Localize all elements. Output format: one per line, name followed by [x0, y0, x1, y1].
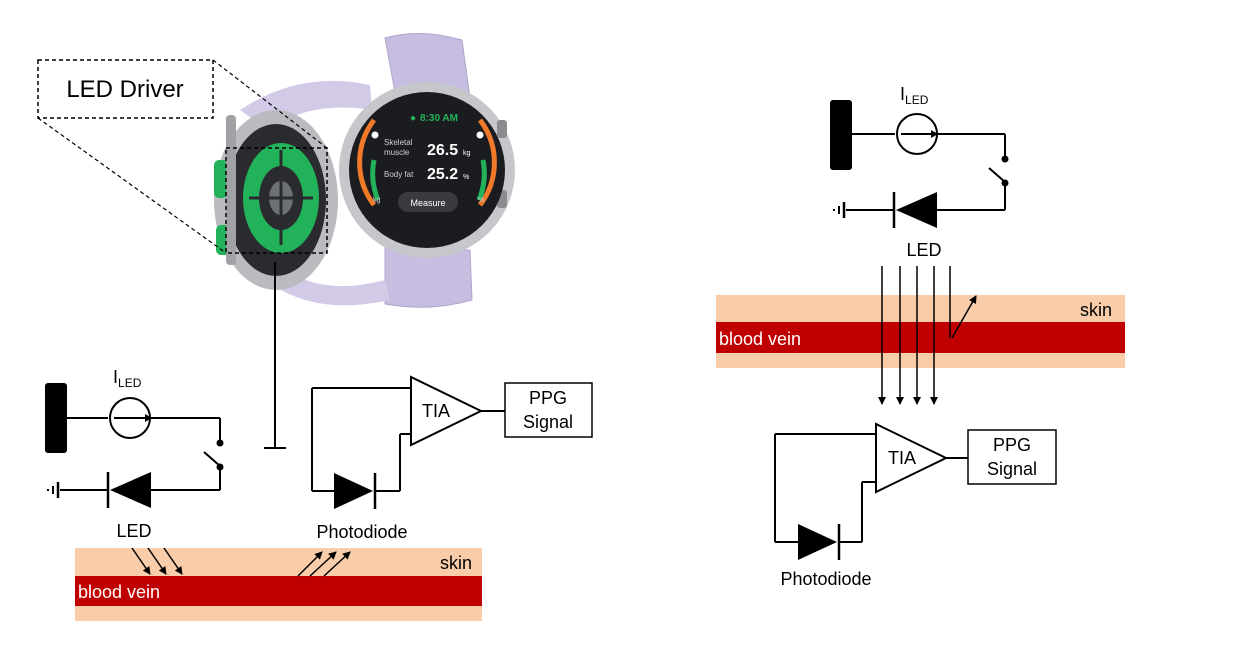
- watch-metric1-value: 26.5: [427, 142, 458, 159]
- tia-circuit: TIA PPG Signal Photodiode: [311, 375, 593, 542]
- watch-metric1-label-line1: Skeletal: [384, 138, 413, 147]
- right-led-driver-circuit: ILED LED: [830, 84, 1009, 260]
- right-led-label: LED: [906, 240, 941, 260]
- right-ppg-line2: Signal: [987, 459, 1037, 479]
- right-photodiode-label: Photodiode: [780, 569, 871, 589]
- watch-metric1-unit: kg: [463, 150, 471, 157]
- led-driver-label: LED Driver: [66, 76, 183, 103]
- smartwatch-image: ● 8:30 AM Skeletal muscle 26.5 kg Body f…: [214, 32, 515, 308]
- watch-metric2-value: 25.2: [427, 166, 458, 183]
- switch-icon: [203, 451, 221, 467]
- right-tia-circuit: TIA PPG Signal Photodiode: [774, 422, 1057, 589]
- right-ppg-signal-box: [967, 429, 1057, 485]
- right-tissue-layers: skin blood vein: [716, 295, 1125, 368]
- tia-amplifier-icon: [410, 375, 484, 447]
- transmitted-light-rays: [878, 266, 977, 405]
- photodiode-label: Photodiode: [316, 522, 407, 542]
- right-photodiode-icon: [798, 524, 837, 560]
- led-driver-callout: LED Driver: [37, 59, 328, 254]
- right-blood-vein-label: blood vein: [719, 329, 801, 349]
- right-ppg-line1: PPG: [993, 435, 1031, 455]
- right-tia-amplifier-icon: [875, 422, 949, 494]
- led-diode-icon: [110, 472, 151, 508]
- skin-label: skin: [440, 553, 472, 573]
- right-skin-label: skin: [1080, 300, 1112, 320]
- ppg-line1: PPG: [529, 388, 567, 408]
- current-source-label: ILED: [113, 367, 142, 390]
- watch-time: 8:30 AM: [420, 113, 458, 124]
- watch-screen: [349, 92, 505, 248]
- tia-label: TIA: [422, 401, 450, 421]
- led-label: LED: [116, 521, 151, 541]
- watch-scale-right: %: [478, 197, 484, 204]
- right-switch-icon: [988, 167, 1006, 183]
- watch-metric2-label: Body fat: [384, 170, 414, 179]
- right-tia-label: TIA: [888, 448, 916, 468]
- ppg-line2: Signal: [523, 412, 573, 432]
- watch-metric2-unit: %: [463, 174, 469, 181]
- right-led-diode-icon: [896, 192, 937, 228]
- watch-metric1-label-line2: muscle: [384, 148, 410, 157]
- right-panel: ILED LED skin blood vein TIA: [716, 84, 1125, 589]
- left-panel: ● 8:30 AM Skeletal muscle 26.5 kg Body f…: [37, 32, 593, 621]
- blood-vein-layer: [75, 576, 482, 606]
- power-supply-icon: [45, 383, 67, 453]
- led-driver-circuit: ILED LED: [45, 367, 224, 541]
- right-blood-vein-layer: [716, 322, 1125, 353]
- watch-person-icon: ●: [410, 113, 416, 124]
- watch-measure-label: Measure: [410, 198, 445, 208]
- watch-scale-left: kg: [373, 197, 381, 204]
- right-power-supply-icon: [830, 100, 852, 170]
- tissue-layers: skin blood vein: [75, 547, 482, 621]
- photodiode-icon: [334, 473, 373, 509]
- ppg-signal-box: [504, 382, 593, 438]
- right-current-source-label: ILED: [900, 84, 929, 107]
- blood-vein-label: blood vein: [78, 582, 160, 602]
- watch-measure-button[interactable]: [398, 192, 458, 212]
